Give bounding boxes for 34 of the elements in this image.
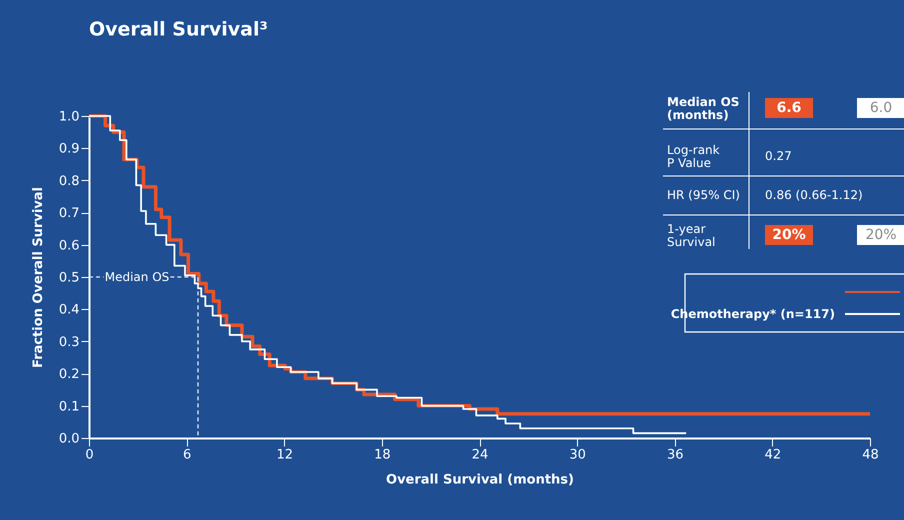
annotation: Log-rank P Value (667, 143, 720, 170)
y-tick-label: 0.5 (58, 270, 80, 286)
x-tick-label: 30 (569, 448, 586, 462)
annotation: 20% (772, 227, 806, 243)
x-tick-label: 18 (374, 448, 391, 462)
y-tick-label: 0.9 (58, 142, 80, 157)
annotation: Median OS (104, 270, 170, 284)
annotation: Median OS (months) (667, 95, 740, 122)
y-tick-label: 0.8 (58, 174, 80, 189)
y-tick-label: 0.4 (58, 302, 80, 318)
y-tick-label: 0.6 (58, 238, 80, 254)
y-tick-label: 1.0 (58, 110, 80, 124)
x-tick-label: 36 (666, 448, 684, 462)
annotation: 20% (865, 227, 897, 243)
chart-title: Overall Survival³ (89, 18, 268, 40)
y-tick-label: 0.3 (58, 334, 80, 350)
x-tick-label: 6 (182, 448, 192, 462)
x-tick-label: 24 (472, 448, 488, 462)
y-axis-title: Fraction Overall Survival (30, 187, 46, 368)
x-tick-label: 12 (276, 448, 294, 462)
x-tick-label: 48 (862, 448, 879, 462)
x-tick-label: 0 (85, 448, 94, 462)
text: 6.6 (776, 100, 802, 116)
y-tick-label: 0.2 (58, 367, 80, 382)
annotation: 1-year Survival (667, 222, 716, 249)
x-tick-label: 42 (764, 448, 782, 462)
y-tick-label: 0.7 (58, 206, 80, 222)
x-axis-title: Overall Survival (months) (386, 472, 574, 488)
annotation: HR (95% CI) (667, 188, 740, 202)
y-tick-label: 0.1 (58, 399, 80, 414)
annotation: 0.27 (765, 149, 792, 163)
annotation: 0.86 (0.66-1.12) (765, 188, 863, 202)
y-tick-label: 0.0 (58, 432, 80, 446)
text: 6.0 (870, 100, 892, 116)
